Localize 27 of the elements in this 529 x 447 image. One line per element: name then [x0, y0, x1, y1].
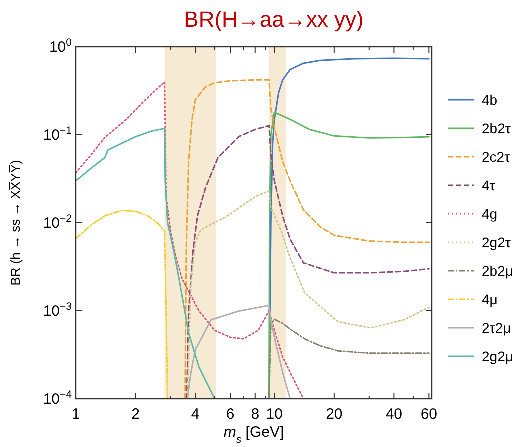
legend-label: 2b2μ: [482, 263, 514, 279]
legend-label: 4b: [482, 92, 498, 108]
x-tick-label: 40: [386, 406, 403, 423]
y-tick-label: 10$^{−3}$: [43, 301, 72, 320]
x-tick-label: 10: [266, 406, 283, 423]
legend-label: 2τ2μ: [482, 320, 512, 336]
y-axis-title: BR (h → ss → XX̅YY̅): [8, 160, 23, 286]
legend-label: 2c2τ: [482, 149, 511, 165]
x-tick-label: 4: [191, 406, 200, 423]
chart-title: BR(H→aa→xx yy): [184, 7, 364, 32]
x-tick-label: 8: [251, 406, 260, 423]
y-tick-label: 10$^{0}$: [49, 37, 72, 56]
y-tick-label: 10$^{−4}$: [43, 389, 72, 408]
legend-label: 2g2μ: [482, 348, 514, 364]
legend-label: 2b2τ: [482, 120, 512, 136]
x-tick-label: 1: [72, 406, 80, 423]
legend-label: 4μ: [482, 292, 498, 308]
legend-label: 2g2τ: [482, 234, 512, 250]
x-tick-label: 20: [326, 406, 343, 423]
x-tick-label: 2: [132, 406, 140, 423]
x-axis-title: m$_{s}$ [GeV]: [224, 424, 284, 446]
legend-label: 4τ: [482, 178, 496, 194]
x-tick-label: 60: [420, 406, 438, 423]
legend-label: 4g: [482, 206, 498, 222]
x-tick-label: 6: [226, 406, 235, 423]
y-tick-label: 10$^{−2}$: [43, 213, 72, 232]
y-tick-label: 10$^{−1}$: [43, 125, 72, 144]
